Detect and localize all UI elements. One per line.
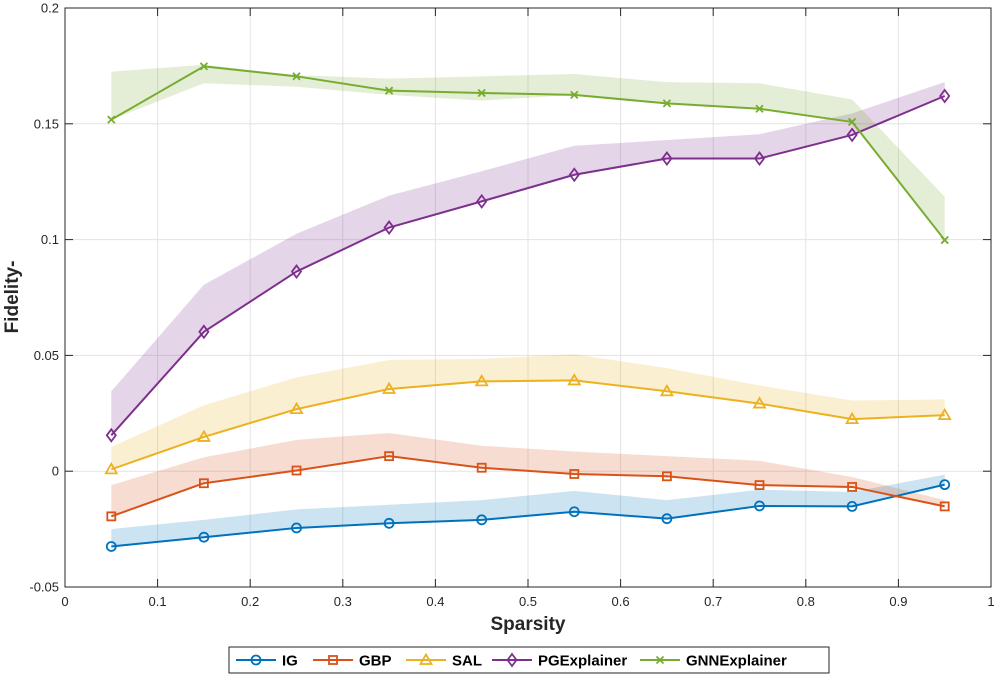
ig-point (846, 501, 858, 512)
x-tick-label: 0 (61, 594, 68, 609)
sal-point (382, 381, 397, 394)
y-tick-label: 0.1 (41, 232, 59, 247)
ig-point (383, 517, 395, 529)
gbp-point (754, 480, 765, 490)
y-tick-label: 0.05 (34, 348, 59, 363)
gnnexplainer-point (477, 88, 486, 98)
sal-line (110, 379, 945, 471)
gbp-line (110, 455, 945, 518)
sal-point (845, 411, 860, 424)
confidence-bands (111, 64, 945, 547)
legend-marker-gnnexplainer (655, 655, 665, 665)
legend: IG GBP SAL PGExplainer GNNExplainer (228, 646, 830, 674)
pgexplainer-point (846, 127, 858, 143)
gbp-point (569, 469, 580, 479)
gnnexplainer-point (199, 62, 209, 71)
legend-label-gbp: GBP (359, 653, 392, 670)
gbp-point (476, 462, 487, 473)
x-axis-label: Sparsity (491, 614, 566, 635)
gnnexplainer-point (570, 90, 579, 99)
x-tick-label: 0.6 (612, 594, 630, 609)
y-tick-label: 0 (52, 464, 59, 479)
gbp-point (291, 465, 302, 476)
gbp-point (384, 451, 395, 462)
series-lines (110, 65, 946, 548)
sal-point (289, 401, 304, 415)
gnnexplainer-point (292, 72, 301, 81)
sal-band (111, 354, 945, 470)
pgexplainer-point (939, 88, 951, 104)
x-tick-label: 0.3 (334, 594, 352, 609)
pgexplainer-point (661, 151, 673, 167)
ig-line (111, 483, 945, 548)
x-tick-label: 0.4 (426, 594, 444, 609)
ig-point (568, 506, 580, 518)
gbp-point (198, 478, 209, 489)
legend-label-pgexplainer: PGExplainer (538, 653, 627, 670)
x-tick-label: 1 (987, 594, 994, 609)
pgexplainer-point (383, 220, 395, 236)
gbp-point (847, 482, 857, 492)
ig-point (198, 531, 210, 543)
sal-point (474, 374, 489, 387)
ig-point (476, 514, 488, 526)
ig-point (105, 541, 117, 552)
gbp-point (662, 471, 672, 482)
legend-label-sal: SAL (452, 653, 482, 670)
pgexplainer-band (111, 82, 945, 436)
ig-point (754, 500, 765, 512)
legend-marker-pgexplainer (506, 652, 518, 668)
y-tick-label: 0.15 (34, 116, 59, 131)
pgexplainer-line (110, 95, 946, 436)
gbp-point (106, 511, 117, 522)
y-tick-label: -0.05 (29, 580, 59, 595)
x-tick-label: 0.8 (797, 594, 815, 609)
gbp-point (939, 501, 950, 512)
gnnexplainer-point (107, 115, 116, 124)
gnnexplainer-point (384, 86, 394, 95)
pgexplainer-point (476, 193, 488, 209)
pgexplainer-point (568, 167, 580, 183)
ig-band (111, 474, 945, 547)
x-tick-label: 0.2 (241, 594, 259, 609)
series-markers (104, 62, 952, 552)
legend-label-ig: IG (282, 653, 298, 670)
ig-point (661, 513, 673, 525)
pgexplainer-point (105, 427, 117, 443)
sal-point (104, 462, 119, 475)
ig-point (939, 479, 951, 491)
y-tick-label: 0.2 (41, 1, 59, 16)
gnnexplainer-point (847, 117, 857, 127)
sal-point (659, 384, 674, 397)
legend-marker-gbp (328, 655, 338, 665)
axis-ticks: 0 0.1 0.2 0.3 0.4 0.5 0.6 0.7 0.8 0.9 1-0.0500.050… (29, 1, 994, 610)
y-axis-label: Fidelity- (2, 261, 23, 334)
sal-point (752, 396, 767, 409)
gnnexplainer-point (662, 99, 672, 108)
sal-point (567, 373, 582, 386)
gnnexplainer-point (940, 235, 949, 245)
gnnexplainer-band (111, 64, 945, 241)
gnnexplainer-line (110, 65, 946, 241)
sal-point (196, 429, 211, 442)
gbp-band (111, 432, 945, 517)
gnnexplainer-point (755, 104, 764, 113)
pgexplainer-point (290, 264, 303, 280)
legend-label-gnnexplainer: GNNExplainer (686, 653, 787, 670)
sal-point (937, 407, 952, 421)
pgexplainer-point (198, 324, 210, 340)
x-tick-label: 0.5 (519, 594, 537, 609)
x-tick-label: 0.7 (704, 594, 722, 609)
ig-point (291, 522, 302, 534)
legend-marker-sal (418, 652, 434, 665)
legend-marker-ig (250, 654, 262, 666)
x-tick-label: 0.1 (149, 594, 167, 609)
pgexplainer-point (753, 151, 766, 167)
x-tick-label: 0.9 (889, 594, 907, 609)
